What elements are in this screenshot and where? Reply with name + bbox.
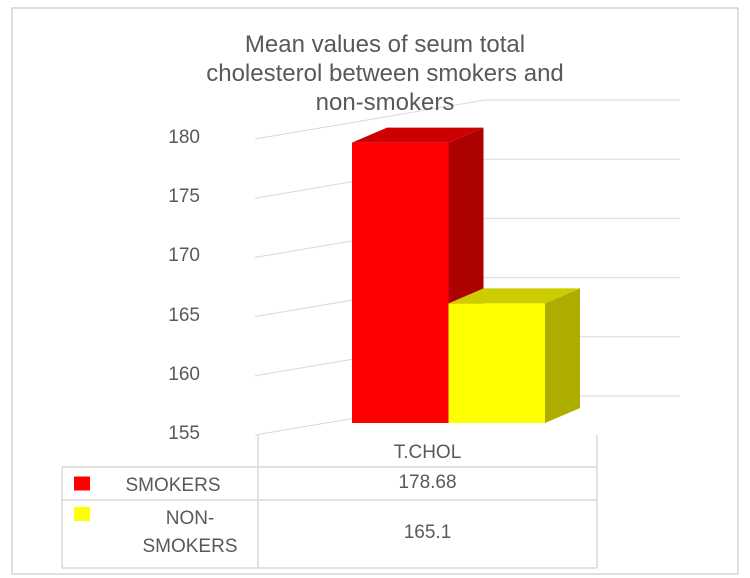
legend-key [74,507,90,521]
grid-line [254,217,680,258]
y-tick-label: 175 [168,186,200,208]
legend-key [74,476,90,491]
legend-label: SMOKERS [125,475,221,496]
chart-title: Mean values of seum total cholesterol be… [206,31,564,116]
bar-top [448,288,580,304]
grid-line [254,277,680,318]
bar-side [545,288,580,423]
table-value: 165.1 [403,522,452,543]
y-tick-label: 180 [168,127,200,148]
y-tick-label: 155 [168,423,200,444]
table-value: 178.68 [398,471,457,493]
category-label: T.CHOL [393,442,462,463]
y-tick-label: 170 [168,245,200,267]
y-tick-label: 160 [168,363,200,385]
bar [448,303,545,423]
legend-label: NON-SMOKERS [142,508,238,557]
grid-line [254,158,680,199]
grid-line [254,99,680,140]
bar [352,142,449,424]
y-tick-label: 165 [168,304,200,326]
chart-border [11,7,739,575]
bar-top [352,127,484,143]
